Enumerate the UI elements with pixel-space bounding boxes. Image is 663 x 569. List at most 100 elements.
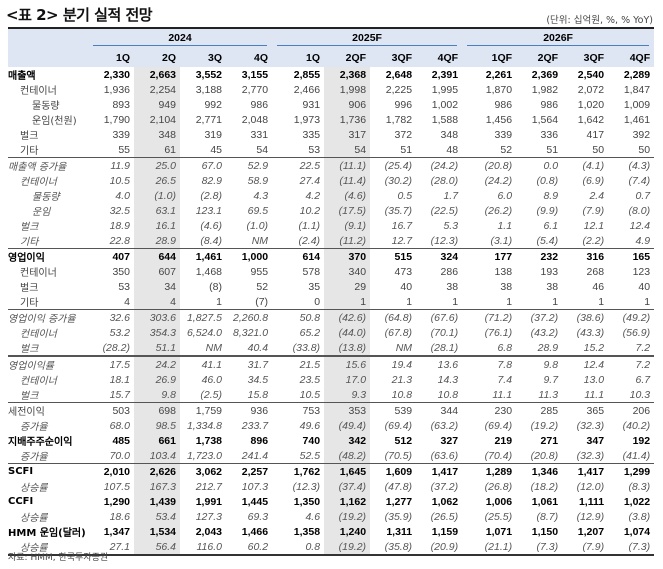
table-row: 벌크 15.7 9.8 (2.5) 15.8 10.5 9.3 10.8 10.8 11.1 11.… — [8, 387, 654, 403]
table-row: 컨테이너 10.5 26.5 82.9 58.9 27.4 (11.4) (30.2) (28.… — [8, 173, 654, 188]
table-cell: 6,524.0 — [186, 326, 222, 339]
table-cell: (26.8) — [484, 480, 513, 493]
table-row: 컨테이너 53.2 354.3 6,524.0 8,321.0 65.2 (44.0) (67… — [8, 325, 654, 340]
quarter-header: 4QF — [416, 49, 463, 67]
table-cell: 348 — [134, 127, 180, 142]
table-cell: 1,982 — [531, 83, 559, 96]
table-cell: 12.1 — [583, 219, 605, 232]
table-cell: 485 — [112, 434, 130, 447]
table-cell: 893 — [112, 98, 130, 111]
table-cell: 127.3 — [195, 510, 222, 523]
table-cell: (1.1) — [298, 219, 321, 232]
table-cell: 2,043 — [195, 525, 222, 538]
table-cell: 0.8 — [272, 539, 325, 556]
table-cell: (8.4) — [200, 234, 222, 247]
table-cell: 52 — [256, 280, 269, 293]
table-cell: 1 — [506, 295, 513, 308]
table-title: <표 2> 분기 실적 전망 — [6, 6, 153, 24]
table-cell: 1,827.5 — [180, 309, 226, 325]
row-label: 컨테이너 — [20, 268, 57, 279]
table-row: 벌크 53 34 (8) 52 35 29 40 38 38 38 46 40 — [8, 279, 654, 294]
table-cell: 18.6 — [109, 510, 130, 523]
row-label: 상승률 — [20, 483, 48, 494]
table-cell: 473 — [394, 265, 413, 278]
table-cell: (22.5) — [430, 204, 459, 217]
table-cell: (20.9) — [416, 539, 463, 556]
table-cell: 1,782 — [385, 113, 413, 126]
row-label: 컨테이너 — [20, 329, 57, 340]
table-cell: (32.3) — [576, 449, 605, 462]
table-cell: (76.1) — [484, 326, 513, 339]
table-cell: (12.3) — [292, 480, 321, 493]
table-cell: 1 — [452, 295, 459, 308]
table-cell: (20.8) — [462, 157, 517, 173]
table-cell: 219 — [494, 434, 513, 447]
table-cell: 38 — [500, 280, 513, 293]
table-cell: 6.1 — [543, 219, 559, 232]
table-cell: (67.8) — [384, 326, 413, 339]
table-cell: (20.8) — [530, 449, 559, 462]
table-cell: 1,061 — [531, 495, 559, 508]
table-cell: 15.8 — [247, 388, 269, 401]
table-cell: 45 — [210, 143, 222, 156]
table-cell: 17.0 — [324, 372, 371, 387]
table-row: 벌크 339 348 319 331 335 317 372 348 339 336 417 392 — [8, 127, 654, 142]
table-cell: 1,240 — [324, 524, 371, 539]
table-cell: 40.4 — [247, 341, 269, 354]
table-cell: 1,000 — [226, 248, 273, 264]
table-cell: 8,321.0 — [233, 326, 269, 339]
table-cell: 69.5 — [247, 204, 269, 217]
table-cell: 69.3 — [247, 510, 269, 523]
table-cell: 2,663 — [134, 67, 180, 82]
table-cell: (1.0) — [246, 219, 269, 232]
table-cell: 1 — [216, 295, 222, 308]
table-cell: 22.5 — [272, 157, 325, 173]
table-cell: (19.2) — [324, 509, 371, 524]
table-cell: 116.0 — [180, 539, 226, 556]
quarter-header: 2QF — [516, 49, 563, 67]
table-row: 지배주주순이익 485 661 1,738 896 740 342 512 327 219 271 3… — [8, 433, 654, 448]
quarter-header: 3QF — [370, 49, 417, 67]
table-cell: 49.6 — [299, 419, 321, 432]
row-label: 지배주주순이익 — [8, 437, 73, 448]
quarter-header: 2Q — [134, 49, 180, 67]
table-cell: 9.7 — [543, 373, 559, 386]
table-row: 물동량 4.0 (1.0) (2.8) 4.3 4.2 (4.6) 0.5 1.7 6.0 8.9 2… — [8, 188, 654, 203]
table-cell: 2,540 — [577, 68, 605, 81]
row-label: 세전이익 — [8, 402, 88, 418]
table-cell: NM — [205, 341, 222, 354]
row-label: 벌크 — [20, 283, 39, 294]
table-cell: 1 — [598, 295, 605, 308]
row-label: 기타 — [20, 237, 39, 248]
table-cell: 1,995 — [431, 83, 459, 96]
table-cell: 3,155 — [241, 68, 269, 81]
table-cell: 2,225 — [385, 83, 413, 96]
table-cell: (49.2) — [608, 309, 655, 325]
table-cell: 9.8 — [134, 387, 180, 403]
table-cell: 317 — [324, 127, 371, 142]
table-cell: (42.6) — [324, 309, 371, 325]
table-cell: 1,790 — [103, 113, 130, 126]
table-cell: 2,261 — [485, 68, 513, 81]
table-cell: (2.8) — [200, 189, 222, 202]
table-cell: 12.4 — [562, 355, 609, 372]
table-cell: (7) — [255, 295, 269, 308]
table-cell: (7.4) — [628, 174, 651, 187]
table-cell: 56.4 — [134, 539, 180, 556]
table-cell: 9.8 — [516, 355, 563, 372]
table-cell: 4 — [134, 294, 180, 310]
table-cell: 2.4 — [589, 189, 605, 202]
table-cell: 10.8 — [437, 388, 459, 401]
table-cell: 4.2 — [305, 189, 321, 202]
table-cell: 1,020 — [577, 98, 605, 111]
table-row: 매출액 2,330 2,663 3,552 3,155 2,855 2,368 2,648 2,… — [8, 67, 654, 82]
table-cell: (28.2) — [102, 341, 130, 354]
table-cell: (67.6) — [416, 309, 463, 325]
table-cell: 192 — [632, 434, 651, 447]
table-cell: (30.2) — [384, 174, 413, 187]
row-label: 벌크 — [20, 344, 39, 355]
table-cell: 23.5 — [299, 373, 321, 386]
table-cell: (7.9) — [582, 204, 605, 217]
table-cell: 138 — [494, 265, 513, 278]
table-cell: (11.1) — [324, 157, 371, 173]
